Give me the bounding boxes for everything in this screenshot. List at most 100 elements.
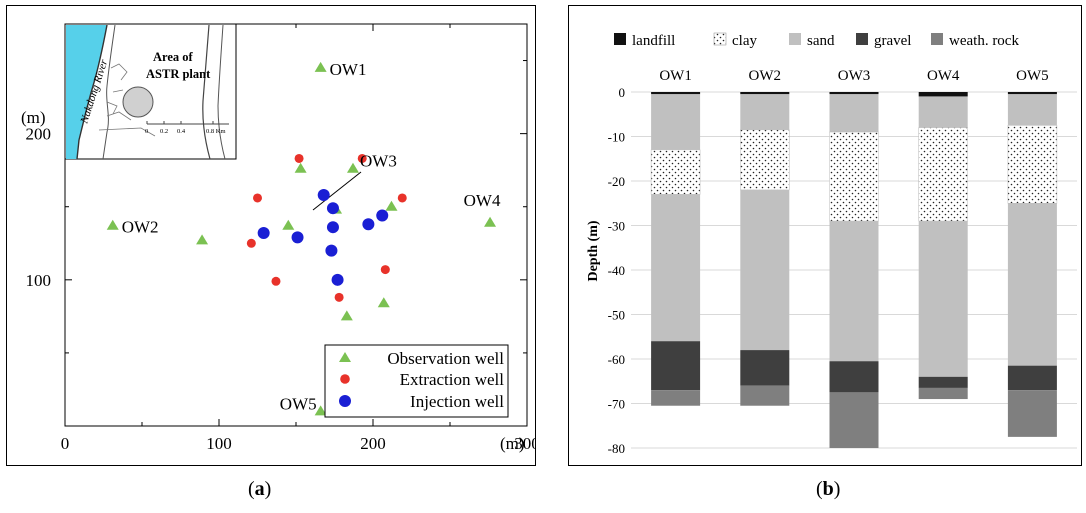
injection-well-marker xyxy=(362,218,375,231)
y-tick-label: 100 xyxy=(26,271,52,290)
legend-injection-marker xyxy=(339,395,351,407)
bar-segment-clay xyxy=(918,127,968,222)
y-tick-label: -40 xyxy=(608,263,625,278)
observation-well-marker xyxy=(385,200,398,211)
panel-b-caption: (b) xyxy=(816,478,841,500)
observation-well-marker xyxy=(282,219,295,230)
category-label: OW1 xyxy=(659,68,692,84)
plant-area-label-1: Area of xyxy=(153,50,194,64)
stacked-bars xyxy=(650,92,1058,448)
scale-label: 0 xyxy=(145,128,148,135)
injection-well-marker xyxy=(291,231,304,244)
observation-well-marker xyxy=(377,297,390,308)
legend-swatch xyxy=(713,32,727,46)
panel-a: 0 100 200 300 100 200 (m) (m) Nakdong River A… xyxy=(6,5,540,466)
observation-well-marker xyxy=(346,162,359,173)
extraction-well-marker xyxy=(334,292,344,302)
observation-well-marker xyxy=(314,405,327,416)
well-markers xyxy=(106,61,497,416)
legend-label: weath. rock xyxy=(949,33,1019,49)
legend-observation-label: Observation well xyxy=(387,349,504,368)
legend-swatch xyxy=(789,33,801,45)
scale-label: 0.4 xyxy=(177,128,186,135)
legend: Observation well Extraction well Injecti… xyxy=(324,344,509,418)
bar-segment-gravel xyxy=(1007,365,1057,391)
y-tick-label: -30 xyxy=(608,219,625,234)
category-label: OW3 xyxy=(838,68,871,84)
bar-segment-sand xyxy=(740,189,790,351)
bar-segment-gravel xyxy=(918,376,968,388)
bar-segment-landfill xyxy=(651,92,701,95)
bar-segment-sand xyxy=(651,194,701,342)
extraction-well-marker xyxy=(294,153,304,163)
y-tick-label: 0 xyxy=(619,85,626,100)
bar-segment-weath-rock xyxy=(829,392,879,448)
observation-well-marker xyxy=(484,216,497,227)
bar-segment-sand xyxy=(918,221,968,377)
injection-well-marker xyxy=(257,227,270,240)
bar-segment-landfill xyxy=(1007,92,1057,95)
bar-segment-sand xyxy=(1007,94,1057,126)
extraction-well-marker xyxy=(397,193,407,203)
bar-segment-clay xyxy=(650,149,701,195)
observation-well-marker xyxy=(196,234,209,245)
bar-segment-sand xyxy=(829,221,879,362)
bar-segment-sand xyxy=(1007,203,1057,366)
y-tick-label: -50 xyxy=(608,308,625,323)
legend-label: gravel xyxy=(874,33,911,49)
plant-area-label-2: ASTR plant xyxy=(146,67,211,81)
observation-well-marker xyxy=(340,310,353,321)
axis-tick-labels: 0 100 200 300 100 200 xyxy=(26,125,540,453)
well-label: OW4 xyxy=(464,191,501,210)
ow3-leader-line xyxy=(312,171,362,211)
y-tick-label: -80 xyxy=(608,441,625,456)
category-labels: OW1 OW2 OW3 OW4 OW5 xyxy=(659,68,1048,84)
extraction-well-marker xyxy=(380,265,390,275)
legend: landfill clay sand gravel weath. rock xyxy=(614,32,1019,49)
category-label: OW2 xyxy=(749,68,782,84)
y-tick-labels: 0 -10 -20 -30 -40 -50 -60 -70 -80 xyxy=(608,85,625,456)
observation-well-marker xyxy=(314,61,327,72)
injection-well-marker xyxy=(317,189,330,202)
legend-swatch xyxy=(931,33,943,45)
y-tick-label: -70 xyxy=(608,397,625,412)
observation-well-marker xyxy=(106,219,119,230)
scale-label: 0.2 xyxy=(160,128,168,135)
borehole-log-chart: 0-10-20-30-40-50-60-70-80 OW1 OW2 OW3 OW4 OW… xyxy=(586,32,1077,456)
bar-segment-gravel xyxy=(829,361,879,393)
bar-segment-landfill xyxy=(740,92,790,95)
y-tick-label: 200 xyxy=(26,125,52,144)
bar-segment-weath-rock xyxy=(918,387,968,400)
road-line xyxy=(202,25,211,159)
extraction-well-marker xyxy=(271,276,281,286)
bar-segment-clay xyxy=(829,131,879,222)
legend-extraction-label: Extraction well xyxy=(400,370,505,389)
well-label: OW5 xyxy=(280,394,317,413)
injection-well-marker xyxy=(376,209,389,222)
y-tick-label: -20 xyxy=(608,174,625,189)
inset-location-map: Nakdong River Area of ASTR plant 0 0.2 0… xyxy=(64,23,237,160)
bar-segment-weath-rock xyxy=(651,390,701,406)
x-tick-label: 0 xyxy=(61,434,70,453)
legend-swatch xyxy=(614,33,626,45)
injection-well-marker xyxy=(331,273,344,286)
injection-well-marker xyxy=(326,221,339,234)
extraction-well-marker xyxy=(253,193,262,203)
bar-segment-clay xyxy=(740,129,790,191)
y-tick-label: -10 xyxy=(608,130,625,145)
scale-bar: 0 0.2 0.4 0.8 Km xyxy=(145,121,229,135)
nakdong-river xyxy=(66,25,107,159)
injection-well-marker xyxy=(326,202,339,215)
bar-segment-sand xyxy=(651,94,701,150)
bar-segment-sand xyxy=(740,94,790,130)
legend-injection-label: Injection well xyxy=(410,392,504,411)
legend-label: landfill xyxy=(632,33,675,49)
legend-extraction-marker xyxy=(340,374,350,384)
well-label: OW3 xyxy=(360,152,397,171)
y-axis-label: Depth (m) xyxy=(586,220,601,281)
x-axis-unit: (m) xyxy=(500,434,525,453)
bar-segment-weath-rock xyxy=(740,385,790,406)
well-label: OW1 xyxy=(330,60,367,79)
well-location-map: 0 100 200 300 100 200 (m) (m) Nakdong River A… xyxy=(21,23,540,453)
well-labels: OW1 OW2 OW3 OW4 OW5 xyxy=(122,60,501,414)
